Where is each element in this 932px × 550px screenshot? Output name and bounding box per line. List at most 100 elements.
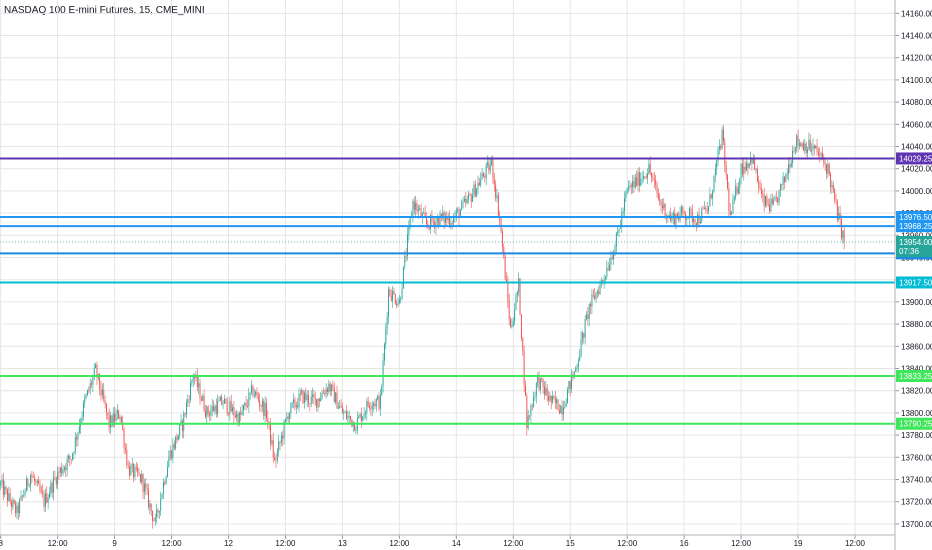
candle-body bbox=[744, 166, 746, 171]
candle-body bbox=[546, 387, 548, 397]
candle-body bbox=[741, 163, 743, 175]
candle-body bbox=[135, 467, 137, 469]
candle-body bbox=[784, 176, 785, 182]
candle-body bbox=[259, 400, 261, 406]
candle-body bbox=[230, 401, 232, 412]
candle-body bbox=[503, 246, 505, 256]
candle-body bbox=[77, 432, 79, 440]
candle-body bbox=[279, 441, 281, 443]
candle-body bbox=[778, 190, 780, 203]
candle-body bbox=[733, 196, 735, 200]
candle-body bbox=[721, 129, 723, 149]
candle-body bbox=[691, 210, 693, 222]
candle-body bbox=[203, 395, 205, 411]
candle-body bbox=[488, 162, 490, 171]
candle-body bbox=[653, 178, 655, 181]
candle-body bbox=[651, 172, 653, 178]
candle-body bbox=[238, 413, 240, 425]
candle-body bbox=[697, 214, 699, 225]
candle-body bbox=[305, 392, 307, 400]
candle-body bbox=[23, 494, 25, 496]
x-tick-label: 12:00 bbox=[275, 539, 296, 548]
candle-body bbox=[407, 234, 408, 256]
candle-body bbox=[287, 416, 289, 420]
time-axis[interactable]: 8 12:00 9 12:00 12 12:00 13 12:00 14 12:00 15 12:00… bbox=[0, 534, 895, 548]
candle-body bbox=[752, 157, 754, 164]
candle-body bbox=[725, 166, 727, 175]
level-price-label: 13968.25 bbox=[899, 222, 932, 231]
x-tick-label: 19 bbox=[794, 539, 803, 548]
candle-body bbox=[565, 403, 567, 407]
candle-body bbox=[523, 350, 525, 386]
candle-body bbox=[360, 413, 362, 422]
candle-body bbox=[234, 415, 236, 418]
candle-body bbox=[237, 413, 239, 425]
candle-body bbox=[114, 413, 116, 422]
candle-body bbox=[820, 153, 822, 156]
candle-body bbox=[171, 450, 173, 459]
candle-body bbox=[179, 424, 181, 436]
candle-body bbox=[792, 150, 794, 163]
candle-body bbox=[419, 208, 421, 210]
candle-body bbox=[548, 396, 550, 401]
candle-body bbox=[196, 374, 198, 387]
candle-body bbox=[50, 483, 52, 494]
candle-body bbox=[347, 416, 349, 419]
candle-body bbox=[280, 435, 282, 443]
candle-body bbox=[687, 217, 689, 219]
candle-body bbox=[265, 403, 267, 418]
candle-body bbox=[61, 467, 63, 474]
candle-body bbox=[191, 380, 193, 383]
candle-body bbox=[427, 223, 429, 226]
candle-body bbox=[116, 410, 118, 415]
candle-body bbox=[587, 314, 589, 319]
candle-body bbox=[591, 294, 593, 307]
candle-body bbox=[835, 199, 837, 202]
level-price-tag bbox=[896, 276, 932, 289]
candle-body bbox=[317, 398, 319, 408]
candle-body bbox=[813, 145, 815, 149]
candle-body bbox=[253, 395, 255, 397]
candle-body bbox=[714, 168, 716, 176]
candle-body bbox=[333, 386, 335, 403]
candle-body bbox=[583, 332, 585, 338]
candle-body bbox=[38, 480, 40, 485]
candle-body bbox=[70, 459, 72, 461]
candle-body bbox=[316, 398, 318, 408]
candle-body bbox=[51, 483, 53, 493]
candle-body bbox=[720, 146, 722, 149]
candle-body bbox=[683, 211, 685, 215]
candle-body bbox=[686, 218, 688, 220]
candle-body bbox=[215, 405, 217, 414]
candle-body bbox=[756, 168, 758, 182]
candle-body bbox=[821, 153, 823, 158]
candle-body bbox=[754, 157, 756, 170]
candle-body bbox=[537, 374, 539, 383]
candle-body bbox=[717, 149, 719, 161]
candle-body bbox=[229, 401, 231, 415]
candle-body bbox=[577, 361, 579, 367]
price-axis[interactable]: 13700.00 13720.00 13740.00 13760.00 13780.00… bbox=[894, 0, 932, 550]
candle-body bbox=[629, 185, 631, 187]
x-tick-label: 8 bbox=[0, 539, 3, 548]
candle-body bbox=[271, 440, 273, 444]
y-tick-label: 14060.00 bbox=[901, 120, 932, 129]
candle-body bbox=[260, 405, 262, 407]
candle-body bbox=[652, 177, 654, 179]
candle-body bbox=[133, 464, 135, 477]
candle-body bbox=[392, 290, 394, 301]
candle-body bbox=[647, 173, 648, 178]
y-tick-label: 14040.00 bbox=[901, 143, 932, 152]
candle-body bbox=[309, 403, 311, 405]
candle-body bbox=[210, 410, 212, 416]
candle-body bbox=[603, 279, 605, 282]
x-tick-label: 12:00 bbox=[617, 539, 638, 548]
candle-body bbox=[832, 185, 834, 190]
horizontal-levels[interactable] bbox=[0, 157, 895, 425]
candle-body bbox=[62, 470, 64, 474]
candle-body bbox=[225, 398, 227, 400]
candle-body bbox=[558, 410, 560, 414]
candle-body bbox=[301, 390, 303, 394]
candle-body bbox=[435, 221, 437, 228]
